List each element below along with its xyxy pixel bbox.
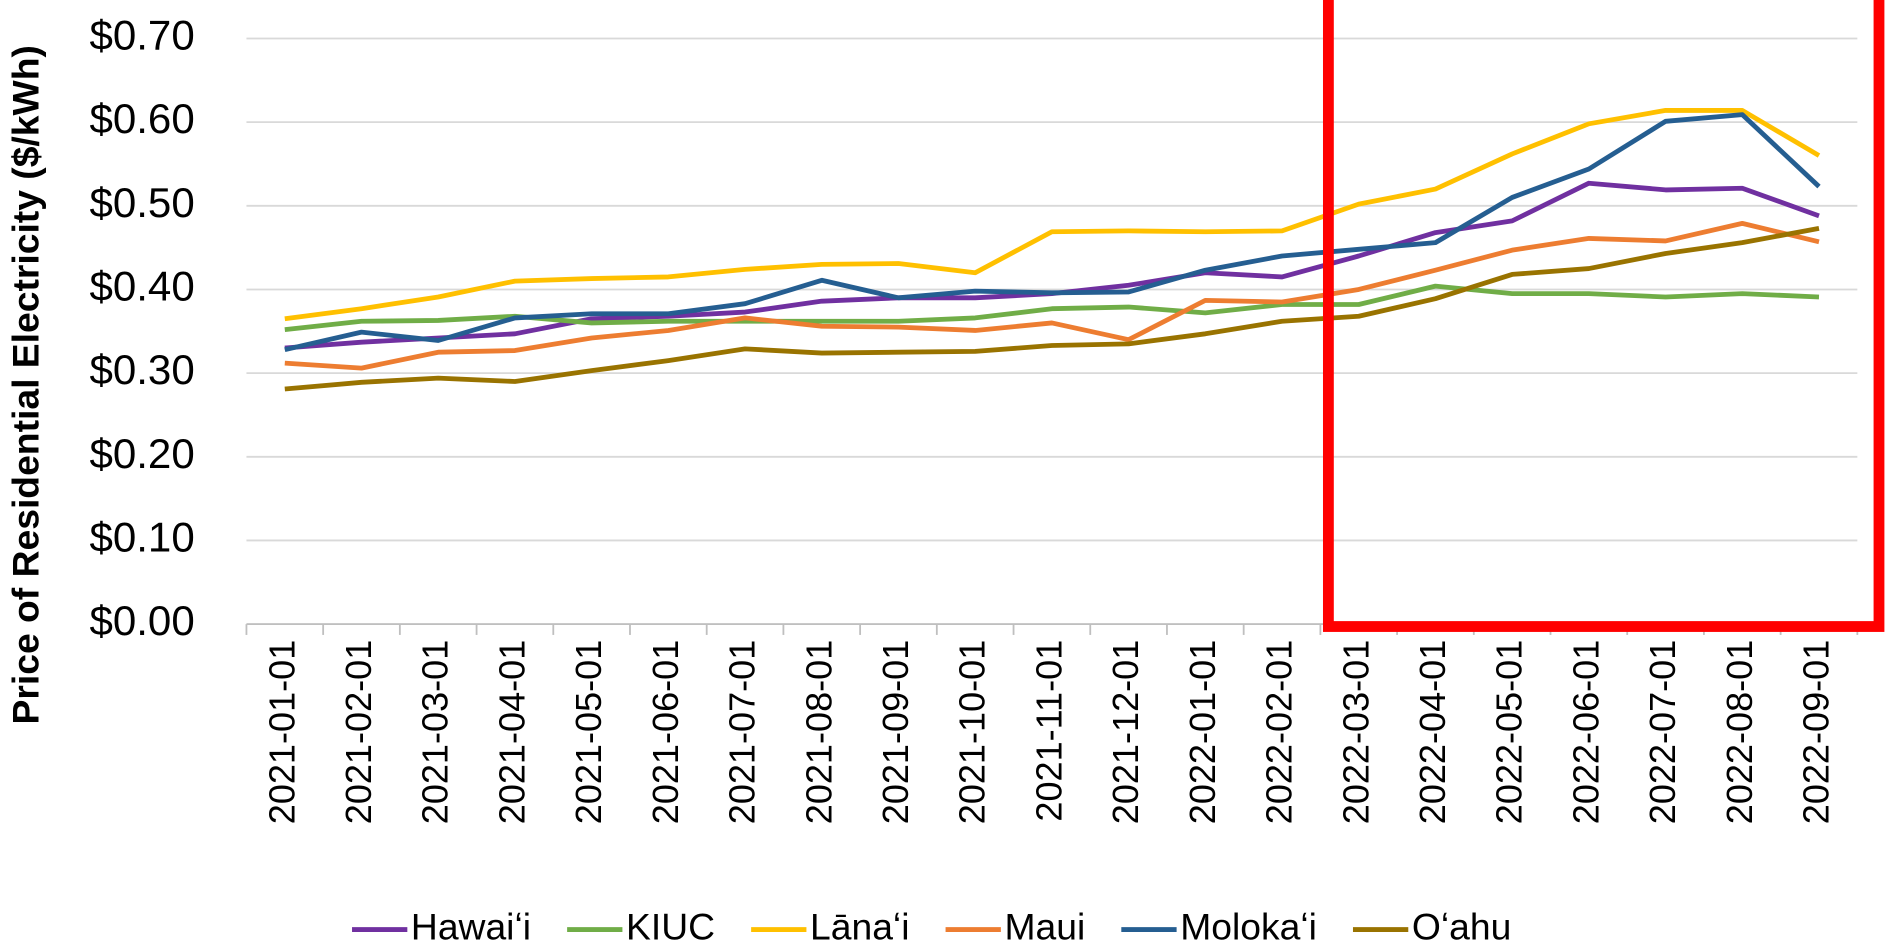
x-tick-label: 2021-06-01 bbox=[645, 640, 686, 824]
x-tick-label: 2022-03-01 bbox=[1335, 640, 1376, 824]
x-tick-label: 2021-02-01 bbox=[338, 640, 379, 824]
y-tick-label: $0.50 bbox=[89, 179, 194, 226]
x-tick-label: 2021-04-01 bbox=[491, 640, 532, 824]
x-tick-label: 2022-08-01 bbox=[1719, 640, 1760, 824]
x-tick-label: 2021-11-01 bbox=[1028, 640, 1069, 822]
x-tick-label: 2021-07-01 bbox=[722, 640, 763, 824]
legend-label: Lānaʻi bbox=[810, 905, 909, 947]
x-tick-label: 2022-06-01 bbox=[1565, 640, 1606, 824]
x-tick-label: 2021-05-01 bbox=[568, 640, 609, 824]
y-tick-label: $0.30 bbox=[89, 346, 194, 393]
x-tick-label: 2021-03-01 bbox=[415, 640, 456, 824]
x-tick-label: 2021-08-01 bbox=[798, 640, 839, 824]
y-tick-label: $0.60 bbox=[89, 95, 194, 142]
series-line bbox=[284, 226, 1820, 392]
x-tick-label: 2021-09-01 bbox=[875, 640, 916, 824]
y-tick-label: $0.10 bbox=[89, 514, 194, 561]
legend-label: KIUC bbox=[626, 905, 715, 947]
legend-label: Molokaʻi bbox=[1180, 905, 1317, 947]
x-tick-label: 2021-01-01 bbox=[261, 640, 302, 824]
highlight-box bbox=[1322, 0, 1885, 632]
x-tick-label: 2022-09-01 bbox=[1796, 640, 1837, 824]
y-tick-label: $0.00 bbox=[89, 597, 194, 644]
series-line bbox=[284, 108, 1821, 322]
y-axis-label: Price of Residential Electricity ($/kWh) bbox=[5, 45, 47, 724]
x-tick-label: 2022-04-01 bbox=[1412, 640, 1453, 824]
x-tick-label: 2021-10-01 bbox=[952, 640, 993, 824]
y-tick-label: $0.70 bbox=[89, 12, 194, 59]
legend-label: Maui bbox=[1004, 905, 1085, 947]
y-tick-label: $0.40 bbox=[89, 263, 194, 310]
x-tick-label: 2022-05-01 bbox=[1489, 640, 1530, 824]
legend-label: Hawaiʻi bbox=[411, 905, 531, 947]
x-tick-label: 2022-02-01 bbox=[1259, 640, 1300, 824]
legend-label: Oʻahu bbox=[1412, 905, 1511, 947]
x-tick-label: 2022-07-01 bbox=[1642, 640, 1683, 824]
y-tick-label: $0.20 bbox=[89, 430, 194, 477]
x-tick-label: 2022-01-01 bbox=[1182, 640, 1223, 824]
x-tick-label: 2021-12-01 bbox=[1105, 640, 1146, 824]
series-line bbox=[284, 112, 1821, 353]
series-line bbox=[284, 220, 1820, 371]
